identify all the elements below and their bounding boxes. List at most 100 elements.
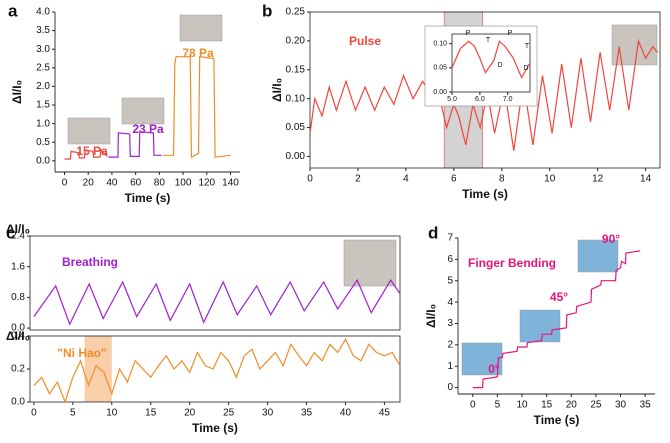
y-tick-label: 0.2 [11, 364, 25, 375]
y-tick-label: 0.4 [11, 331, 25, 342]
y-tick-label: 3.5 [36, 25, 50, 36]
panel-label: d [428, 223, 438, 242]
y-axis-label: ΔI/I₀ [270, 78, 284, 102]
plot-frame [29, 235, 401, 331]
series-label: Pulse [349, 34, 381, 48]
x-tick-label: 20 [184, 408, 196, 419]
x-tick-label: 20 [566, 400, 578, 411]
x-tick-label: 25 [590, 400, 602, 411]
annotation: P [466, 30, 471, 37]
x-tick-label: 8 [499, 174, 505, 185]
highlight-region [84, 336, 112, 402]
x-tick-label: 60 [130, 178, 142, 189]
x-tick-label: 10 [544, 174, 556, 185]
x-tick-label: 12 [592, 174, 604, 185]
panel-label: a [8, 1, 18, 20]
x-tick-label: 140 [222, 178, 239, 189]
y-tick-label: 2.5 [36, 62, 50, 73]
y-tick-label: 5 [447, 275, 453, 286]
x-tick-label: 120 [198, 178, 215, 189]
series-line [64, 148, 108, 160]
y-axis-label: ΔI/I₀ [6, 222, 30, 236]
photo [519, 309, 561, 343]
photo [179, 14, 223, 42]
annotation: 0° [488, 362, 500, 376]
series-label: Breathing [62, 255, 118, 269]
x-tick-label: 100 [175, 178, 192, 189]
series-label: 23 Pa [132, 122, 164, 136]
y-axis-label: ΔI/I₀ [424, 304, 438, 328]
panel-label: c [6, 223, 15, 242]
y-tick-label: 2.4 [11, 231, 25, 242]
y-tick-label: 1.0 [36, 118, 50, 129]
y-tick-label: 7 [447, 233, 453, 244]
x-tick-label: 5.0 [447, 96, 457, 103]
x-tick-label: 15 [145, 408, 157, 419]
series-label: "Ni Hao" [57, 346, 106, 360]
chart-panel: 0 5 10 15 20 25 30 35 0 1 2 3 4 5 6 7 Finger Bending 0° 45… [424, 223, 655, 427]
x-tick-label: 40 [340, 408, 352, 419]
photo [121, 97, 165, 125]
x-tick-label: 6 [451, 174, 457, 185]
photo [343, 239, 397, 287]
series-line [108, 131, 162, 158]
series-line [451, 40, 531, 79]
x-tick-label: 35 [640, 400, 652, 411]
photo [461, 342, 503, 376]
y-tick-label: 4 [447, 297, 453, 308]
x-tick-label: 6.0 [475, 96, 485, 103]
y-tick-label: 0.00 [286, 151, 306, 162]
y-tick-label: 6 [447, 254, 453, 265]
x-tick-label: 15 [541, 400, 553, 411]
annotation: 45° [550, 290, 568, 304]
x-tick-label: 25 [223, 408, 235, 419]
y-tick-label: 1 [447, 361, 453, 372]
chart-panel: 0.0 0.8 1.6 2.4 Breathing cΔI/I₀ [6, 222, 401, 334]
series-line [309, 38, 659, 151]
y-tick-label: 0.5 [36, 137, 50, 148]
photo [577, 239, 619, 273]
series-line [472, 250, 641, 389]
x-tick-label: 10 [106, 408, 118, 419]
x-tick-label: 0 [307, 174, 313, 185]
y-tick-label: 0.0 [11, 397, 25, 408]
x-tick-label: 2 [355, 174, 361, 185]
y-tick-label: 2.0 [36, 81, 50, 92]
plot-frame [309, 11, 661, 169]
x-tick-label: 0 [62, 178, 68, 189]
series-line [162, 56, 231, 159]
x-tick-label: 7.0 [503, 96, 513, 103]
annotation: D [523, 65, 528, 72]
x-tick-label: 45 [379, 408, 391, 419]
series-line [33, 338, 401, 404]
x-tick-label: 35 [301, 408, 313, 419]
x-tick-label: 10 [516, 400, 528, 411]
y-tick-label: 0.15 [286, 64, 306, 75]
panel-label: b [262, 1, 272, 20]
x-tick-label: 30 [615, 400, 627, 411]
x-tick-label: 5 [495, 400, 501, 411]
x-tick-label: 0 [31, 408, 37, 419]
x-axis-label: Time (s) [534, 413, 580, 427]
y-tick-label: 0.8 [11, 292, 25, 303]
annotation: T [486, 37, 491, 44]
y-tick-label: 0 [447, 382, 453, 393]
chart-panel: 0 20 40 60 80 100 120 140 0.0 0.5 1.0 1.5 2.0 2.5 3.0 3… [8, 1, 240, 205]
y-tick-label: 0.10 [433, 41, 447, 48]
series-label: 15 Pa [76, 144, 108, 158]
series-label: 78 Pa [182, 46, 214, 60]
y-tick-label: 0.00 [433, 89, 447, 96]
y-tick-label: 3.0 [36, 44, 50, 55]
series-line [33, 278, 401, 326]
y-tick-label: 2 [447, 339, 453, 350]
y-tick-label: 0.10 [286, 93, 306, 104]
y-tick-label: 0.0 [36, 155, 50, 166]
x-tick-label: 14 [640, 174, 652, 185]
photo-placeholders [67, 14, 658, 376]
chart-panel: 5.0 6.0 7.0 0.00 0.05 0.10 P T D P T D [424, 25, 538, 107]
inset-background [424, 25, 538, 107]
x-axis-label: Time (s) [125, 191, 171, 205]
y-tick-label: 0.25 [286, 7, 306, 18]
